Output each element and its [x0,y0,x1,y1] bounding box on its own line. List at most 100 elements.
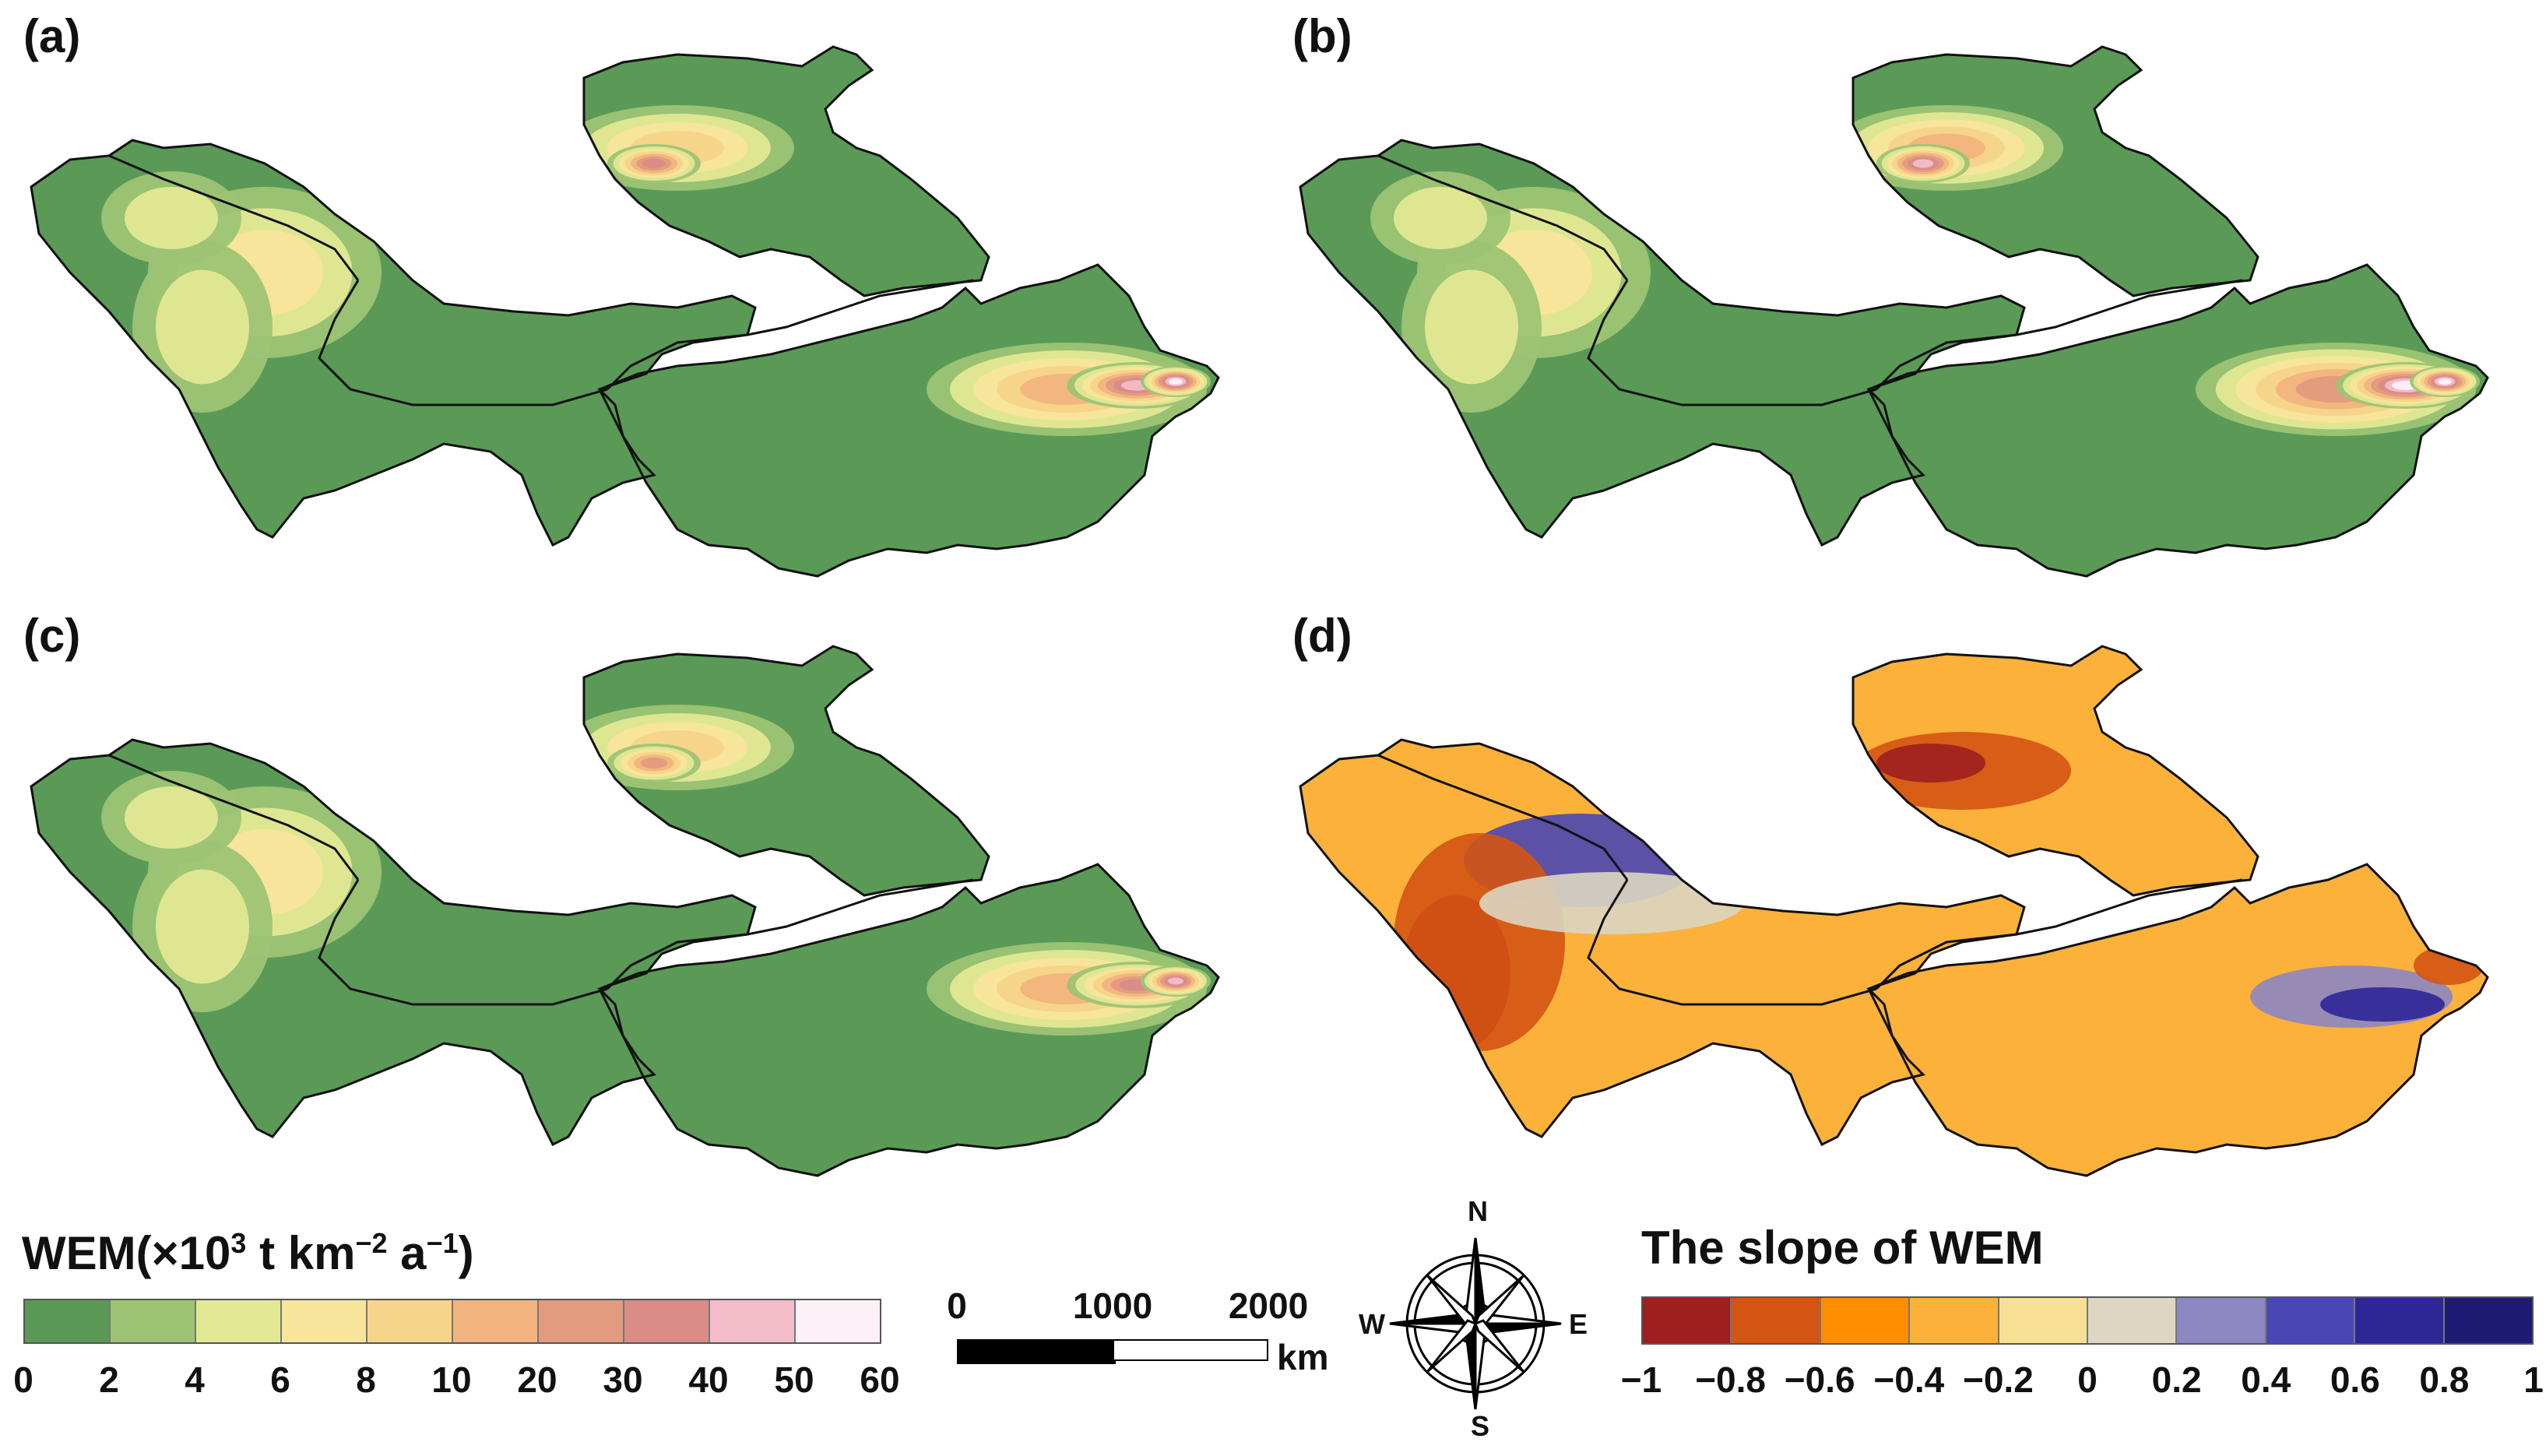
wem-swatch-1 [111,1300,196,1342]
slope-swatch-7 [2266,1298,2356,1343]
compass-north: N [1468,1195,1488,1227]
wem-tick-label: 6 [270,1359,290,1400]
slope-swatch-0 [1643,1298,1732,1343]
slope-tick-label: 0.4 [2241,1359,2291,1400]
erosion-area [125,786,218,849]
wem-swatch-9 [796,1300,880,1342]
basin-region [600,265,1218,576]
region-map [1299,645,2489,1177]
compass-icon [1389,1237,1562,1410]
subregion-border [2016,279,2243,336]
subregion-border [318,280,608,406]
map-panel-b: (b) [1277,0,2538,600]
slope-tick-label: 0.6 [2330,1359,2380,1400]
wem-tick-label: 30 [603,1359,643,1400]
basin-region [600,864,1218,1176]
slope-area [1394,833,1565,1051]
wem-swatch-3 [282,1300,367,1342]
wem-colorbar [23,1299,881,1344]
region-outline [582,645,990,897]
subregion-border [1875,333,2017,391]
slope-tick-label: 0.2 [2151,1359,2202,1400]
map-panel-c: (c) [8,600,1269,1199]
region-outline [1299,738,2026,1147]
scale-label-2000: 2000 [1228,1285,1309,1326]
slope-swatch-6 [2177,1298,2266,1343]
map-panel-a: (a) [8,0,1269,600]
wem-swatch-7 [624,1300,710,1342]
wem-swatch-4 [367,1300,453,1342]
slope-swatch-4 [1999,1298,2089,1343]
subregion-border [2016,878,2243,936]
slope-swatch-9 [2444,1298,2533,1343]
panel-label: (b) [1292,10,1352,62]
wem-swatch-2 [196,1300,282,1342]
erosion-area [642,158,666,169]
slope-swatch-3 [1910,1298,1999,1343]
erosion-area [1425,269,1518,385]
wem-tick-label: 20 [517,1359,557,1400]
subregion-border [1587,280,1877,406]
region-outline [597,263,1220,578]
panel-label: (a) [23,10,81,62]
slope-swatch-2 [1820,1298,1911,1343]
slope-tick-label: −0.2 [1962,1359,2034,1400]
wem-tick-label: 2 [99,1359,119,1400]
subregion-border [747,878,974,936]
wem-tick-label: 10 [431,1359,472,1400]
slope-tick-label: 0 [2077,1359,2098,1400]
wem-tick-label: 40 [688,1359,729,1400]
slope-tick-label: 0.8 [2419,1359,2470,1400]
subregion-border [108,754,360,881]
compass-rose: N S W E [1359,1195,1588,1444]
wem-swatch-6 [539,1300,624,1342]
erosion-area [1912,159,1934,168]
slope-tick-label: −0.8 [1695,1359,1766,1400]
wem-tick-label: 0 [13,1359,33,1400]
region-outline [1866,263,2489,578]
wem-tick-label: 4 [185,1359,205,1400]
region-outline [597,863,1220,1177]
slope-area [1479,872,1744,934]
wem-swatch-0 [25,1300,111,1342]
subregion-border [1875,933,2017,990]
slope-tick-label: −0.6 [1784,1359,1855,1400]
region-outline [1851,645,2259,897]
subregion-border [108,154,360,281]
slope-area [2320,987,2445,1022]
wem-legend-title: WEM(×103 t km−2 a−1) [22,1227,474,1279]
map-panel-d: (d) [1277,600,2538,1199]
compass-east: E [1569,1308,1588,1340]
subregion-border [1587,879,1877,1006]
panel-label: (d) [1292,610,1352,662]
region-map [1299,45,2489,578]
region-map [30,645,1220,1177]
erosion-area [156,869,249,984]
region-outline [1851,45,2259,297]
compass-west: W [1359,1308,1385,1340]
scale-segment-white [1113,1339,1268,1361]
basin-region [1869,265,2488,576]
erosion-area [156,269,249,385]
slope-tick-label: −0.4 [1873,1359,1945,1400]
slope-tick-label: −1 [1620,1359,1662,1400]
erosion-area [2438,378,2452,385]
wem-tick-label: 60 [860,1359,900,1400]
region-outline [1866,863,2489,1177]
erosion-area [125,187,218,249]
compass-south: S [1471,1410,1490,1442]
slope-swatch-8 [2355,1298,2445,1343]
erosion-area [1169,378,1183,385]
slope-swatch-5 [2088,1298,2178,1343]
wem-tick-label: 50 [774,1359,814,1400]
subregion-border [747,279,974,336]
slope-tick-label: 1 [2523,1359,2544,1400]
subregion-border [606,333,748,391]
slope-colorbar [1641,1296,2534,1345]
wem-swatch-8 [710,1300,796,1342]
region-outline [30,738,757,1147]
subregion-border [606,933,748,990]
slope-colorbar-ticks: −1 −0.8 −0.6 −0.4 −0.2 0 0.2 0.4 0.6 0.8 1 [1621,1359,2544,1400]
wem-tick-label: 8 [356,1359,376,1400]
wem-colorbar-ticks: 0 2 4 6 8 10 20 30 40 50 60 [13,1359,899,1400]
